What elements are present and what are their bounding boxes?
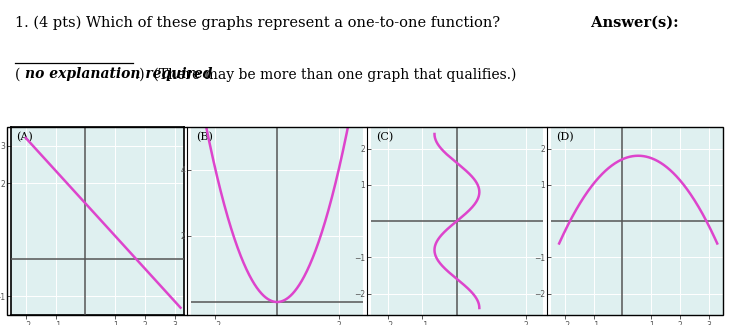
Text: 1. (4 pts) Which of these graphs represent a one-to-one function?: 1. (4 pts) Which of these graphs represe…: [15, 16, 500, 30]
Text: (C): (C): [376, 132, 393, 143]
Text: Answer(s):: Answer(s):: [586, 16, 679, 30]
Text: (B): (B): [196, 132, 213, 143]
Text: (A): (A): [16, 132, 33, 143]
Text: .)  (There may be more than one graph that qualifies.): .) (There may be more than one graph tha…: [134, 67, 516, 82]
Text: (: (: [15, 67, 20, 81]
Text: no explanation required: no explanation required: [25, 67, 212, 81]
Text: (D): (D): [556, 132, 573, 143]
